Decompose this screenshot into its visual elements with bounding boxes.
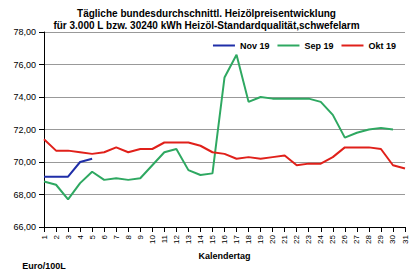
svg-text:9: 9 <box>136 234 145 239</box>
svg-text:29: 29 <box>376 234 385 243</box>
svg-text:68,00: 68,00 <box>13 190 36 200</box>
svg-text:13: 13 <box>184 234 193 243</box>
svg-text:66,00: 66,00 <box>13 222 36 232</box>
svg-text:Kalendertag: Kalendertag <box>198 251 250 261</box>
svg-text:8: 8 <box>124 234 133 239</box>
svg-text:6: 6 <box>100 234 109 239</box>
svg-text:25: 25 <box>328 234 337 243</box>
svg-text:5: 5 <box>88 234 97 239</box>
svg-text:12: 12 <box>172 234 181 243</box>
svg-text:11: 11 <box>160 234 169 243</box>
svg-text:10: 10 <box>148 234 157 243</box>
svg-text:Sep 19: Sep 19 <box>304 41 333 51</box>
svg-text:17: 17 <box>232 234 241 243</box>
svg-text:74,00: 74,00 <box>13 92 36 102</box>
svg-text:27: 27 <box>352 234 361 243</box>
svg-text:14: 14 <box>196 234 205 243</box>
svg-text:24: 24 <box>316 234 325 243</box>
svg-text:Okt 19: Okt 19 <box>368 41 396 51</box>
svg-text:26: 26 <box>340 234 349 243</box>
svg-text:Euro/100L: Euro/100L <box>22 261 66 271</box>
svg-text:70,00: 70,00 <box>13 157 36 167</box>
svg-text:20: 20 <box>268 234 277 243</box>
svg-text:23: 23 <box>304 234 313 243</box>
svg-text:3: 3 <box>64 234 73 239</box>
svg-text:28: 28 <box>364 234 373 243</box>
svg-text:78,00: 78,00 <box>13 27 36 37</box>
svg-text:Tägliche bundesdurchschnittl.: Tägliche bundesdurchschnittl. Heizölprei… <box>77 8 336 19</box>
svg-text:7: 7 <box>112 234 121 239</box>
svg-text:1: 1 <box>40 234 49 239</box>
svg-text:30: 30 <box>388 234 397 243</box>
svg-text:für 3.000 L bzw. 30240 kWh Hei: für 3.000 L bzw. 30240 kWh Heizöl-Standa… <box>53 20 359 31</box>
svg-text:Nov 19: Nov 19 <box>240 41 270 51</box>
svg-text:16: 16 <box>220 234 229 243</box>
svg-text:19: 19 <box>256 234 265 243</box>
svg-text:2: 2 <box>52 234 61 239</box>
svg-text:76,00: 76,00 <box>13 60 36 70</box>
svg-text:72,00: 72,00 <box>13 125 36 135</box>
svg-text:18: 18 <box>244 234 253 243</box>
svg-text:4: 4 <box>76 234 85 239</box>
svg-text:31: 31 <box>401 234 410 243</box>
svg-text:21: 21 <box>280 234 289 243</box>
svg-text:15: 15 <box>208 234 217 243</box>
svg-text:22: 22 <box>292 234 301 243</box>
